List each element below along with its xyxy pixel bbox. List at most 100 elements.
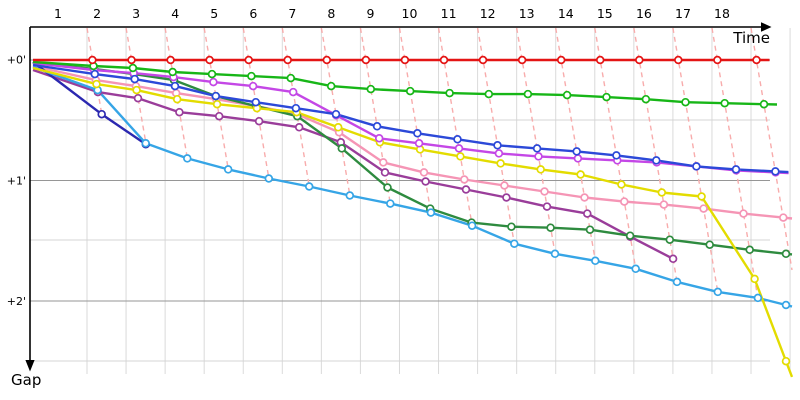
data-point-marker-blue [692, 162, 701, 171]
x-tick-label: 3 [132, 6, 140, 21]
data-point-marker-pink [580, 193, 589, 202]
data-point-marker-red-leader [361, 55, 371, 65]
data-point-marker-red-leader [322, 55, 332, 65]
checkpoint-dash-line [437, 27, 473, 226]
data-point-marker-sea-green [625, 231, 635, 240]
data-point-marker-green [207, 69, 217, 79]
data-point-marker-yellow [456, 152, 465, 161]
data-point-marker-blue [612, 151, 621, 160]
data-point-marker-sky-blue [183, 154, 192, 163]
data-point-marker-sky-blue [304, 182, 314, 191]
data-point-marker-sky-blue [550, 249, 560, 259]
data-point-marker-red-leader [205, 55, 214, 65]
y-tick-label-2: +2' [7, 295, 26, 308]
y-tick-labels-group: +0' +1' +2' [7, 54, 26, 309]
data-point-marker-pink [460, 175, 469, 184]
data-point-marker-pink [699, 204, 708, 213]
data-point-marker-sea-green [745, 245, 754, 255]
x-tick-label: 4 [171, 6, 179, 21]
y-tick-label-0: +0' [7, 54, 26, 67]
data-point-marker-purple [133, 93, 143, 103]
checkpoint-dash-line [750, 27, 793, 271]
data-point-marker-green [759, 99, 769, 109]
data-point-marker-blue [453, 135, 462, 144]
data-point-marker-purple [214, 111, 224, 121]
data-point-marker-blue [572, 147, 581, 156]
data-point-marker-violet [573, 154, 583, 163]
data-point-marker-sky-blue [713, 287, 723, 297]
x-tick-label: 9 [367, 6, 375, 21]
data-point-marker-red-leader [283, 55, 292, 65]
data-point-marker-sky-blue [672, 277, 682, 287]
checkpoint-dash-line [86, 27, 103, 115]
data-point-marker-sky-blue [345, 191, 355, 200]
data-point-marker-pink [659, 200, 669, 209]
y-axis-title: Gap [11, 371, 41, 389]
data-point-marker-pink [379, 158, 388, 167]
data-point-marker-yellow [172, 94, 182, 104]
data-point-marker-purple [421, 177, 430, 186]
data-point-marker-sea-green [585, 225, 595, 234]
data-point-marker-yellow [92, 79, 101, 89]
data-point-marker-red-leader [635, 55, 644, 65]
data-point-marker-red-leader [674, 55, 683, 65]
data-point-marker-red-leader [752, 55, 761, 65]
data-point-marker-green [366, 84, 376, 94]
x-tick-label: 14 [558, 6, 574, 21]
data-point-marker-sky-blue [467, 221, 477, 230]
series-line-blue [32, 63, 789, 174]
data-point-marker-red-leader [244, 55, 253, 65]
data-point-marker-green [168, 67, 177, 77]
data-point-marker-sky-blue [141, 139, 150, 148]
data-point-marker-red-leader [713, 55, 722, 65]
data-point-marker-sea-green [781, 249, 791, 259]
data-point-marker-pink [779, 213, 788, 222]
y-tick-label-1: +1' [7, 175, 26, 188]
data-point-marker-yellow [333, 123, 343, 132]
data-point-marker-red-leader [88, 55, 97, 65]
series-line-yellow [32, 66, 794, 378]
data-point-marker-blue [493, 141, 502, 150]
data-point-marker-green [523, 89, 533, 99]
checkpoint-dash-line [594, 27, 637, 269]
data-point-marker-red-leader [478, 55, 488, 65]
data-point-marker-navy [97, 109, 106, 119]
data-point-marker-violet [374, 134, 384, 143]
checkpoint-dash-line [515, 27, 556, 254]
checkpoint-dash-line [633, 27, 678, 283]
data-point-marker-purple [542, 202, 552, 211]
data-point-marker-purple [294, 123, 304, 132]
x-tick-label: 1 [54, 6, 62, 21]
data-point-marker-yellow [781, 356, 791, 366]
data-point-marker-blue [291, 103, 301, 113]
x-tick-label: 13 [519, 6, 535, 21]
x-tick-label: 8 [327, 6, 335, 21]
data-point-marker-sky-blue [510, 239, 519, 248]
data-point-marker-green [445, 88, 454, 98]
data-point-marker-yellow [496, 159, 505, 168]
x-tick-label: 6 [249, 6, 257, 21]
data-point-marker-purple [175, 107, 184, 117]
data-point-marker-blue [251, 97, 261, 107]
data-point-marker-purple [254, 116, 264, 126]
x-tick-label: 5 [210, 6, 218, 21]
checkpoint-dash-line [203, 27, 230, 170]
data-point-marker-green [484, 89, 494, 99]
data-point-marker-pink [739, 209, 748, 218]
data-point-marker-sky-blue [386, 199, 395, 208]
data-point-marker-green [128, 63, 138, 73]
data-point-marker-green [681, 97, 690, 107]
series-line-sky-blue [32, 65, 793, 308]
data-point-marker-purple [502, 193, 511, 202]
data-point-marker-yellow [132, 85, 141, 95]
x-tick-labels-group: 1 2 3 4 5 6 7 8 9 10 11 12 13 14 15 16 17 18 [54, 6, 730, 21]
data-point-marker-blue [731, 165, 741, 174]
data-point-marker-purple [668, 254, 678, 264]
data-point-marker-purple [380, 168, 390, 177]
y-axis-arrowhead-icon [25, 360, 35, 372]
series-line-pink [32, 64, 793, 220]
data-point-marker-yellow [212, 99, 222, 109]
x-tick-label: 2 [93, 6, 101, 21]
